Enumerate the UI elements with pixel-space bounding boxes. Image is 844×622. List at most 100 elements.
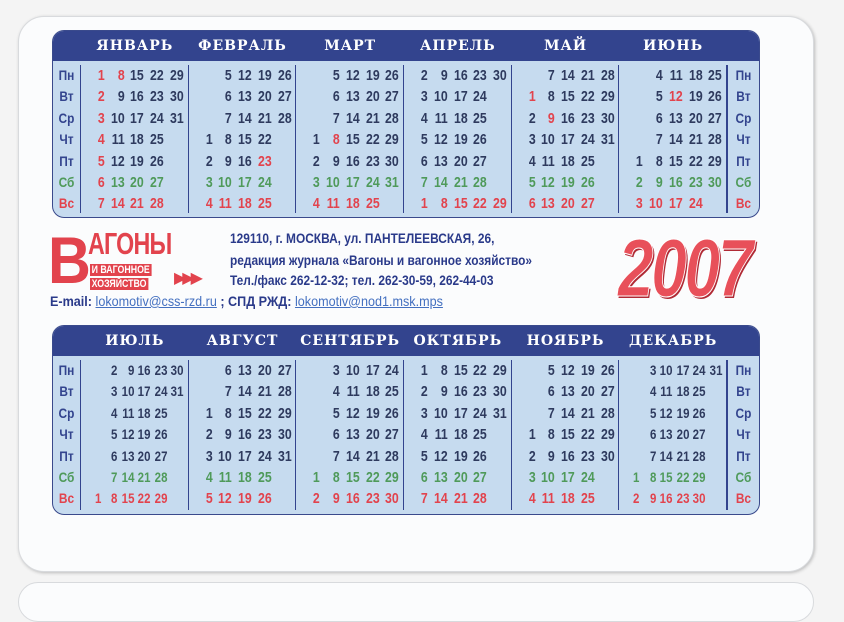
week-row: 2 9 16 23 30	[85, 360, 183, 381]
week-row: 1 8 15 22 29	[516, 86, 615, 107]
day-cell: 21	[257, 383, 272, 401]
weekday-labels: Пн Вт Ср Чт Пт Сб Вс	[727, 65, 759, 213]
day-cell: 1	[633, 468, 640, 485]
day-cell: 2	[528, 109, 536, 127]
publisher-info: В АГОНЫ И ВАГОННОЕ ХОЗЯЙСТВО ▶▶▶ 129110,…	[48, 222, 818, 322]
day-cell: 11	[346, 383, 360, 401]
day-cell	[626, 424, 639, 445]
day-cell	[383, 193, 399, 214]
day-cell: 21	[676, 447, 690, 464]
day-cell: 25	[473, 109, 487, 127]
day-cell: 1	[97, 67, 105, 84]
day-cell: 15	[561, 426, 575, 444]
day-cell: 27	[385, 88, 399, 106]
day-cell: 9	[127, 362, 135, 378]
day-cell: 4	[111, 404, 118, 421]
day-cell: 16	[561, 447, 575, 465]
month-days: 4 11 18 25 5 12 19 26 6 13 20 27 7 14 21 28 1 8 15 22 29 2 9 16…	[619, 65, 728, 213]
day-cell: 6	[528, 195, 536, 213]
weekday-label: Чт	[736, 131, 751, 148]
day-cell: 7	[649, 447, 657, 464]
week-row: 2 9 16 23 30	[300, 488, 399, 509]
day-cell: 14	[561, 404, 575, 422]
day-cell: 22	[150, 67, 164, 84]
month-name: МАЙ	[543, 38, 588, 54]
week-row: 6 13 20 27	[623, 424, 722, 445]
day-cell	[491, 86, 507, 107]
day-cell: 13	[561, 383, 575, 401]
week-row: 2 9 16 23 30	[85, 86, 184, 107]
day-cell: 20	[257, 362, 272, 379]
day-cell: 15	[660, 468, 673, 485]
day-cell: 30	[385, 152, 399, 170]
day-cell	[709, 381, 722, 402]
day-cell: 29	[600, 88, 615, 106]
week-row: 7 14 21 28	[516, 403, 615, 424]
day-cell	[170, 403, 183, 424]
day-cell	[491, 467, 507, 488]
day-cell: 12	[218, 490, 233, 508]
day-cell: 21	[130, 195, 145, 213]
day-cell: 8	[332, 468, 340, 486]
day-cell: 21	[137, 468, 151, 485]
day-cell: 14	[238, 383, 252, 401]
weekday-label: Вс	[735, 490, 752, 507]
day-cell: 26	[600, 362, 615, 379]
day-cell: 6	[111, 447, 118, 464]
day-cell: 28	[277, 109, 292, 127]
day-cell: 24	[473, 88, 487, 106]
day-cell: 17	[238, 173, 252, 191]
day-cell: 15	[453, 195, 468, 213]
week-row: 3 10 17 24 31	[300, 172, 399, 193]
day-cell	[275, 488, 291, 509]
day-cell: 16	[130, 88, 145, 106]
day-cell: 26	[580, 173, 595, 191]
day-cell: 6	[225, 88, 233, 106]
day-cell: 5	[111, 426, 118, 443]
month-header-bar: ЯНВАРЬ ФЕВРАЛЬ МАРТ АПРЕЛЬ МАЙ ИЮНЬ	[53, 31, 759, 61]
spd-link[interactable]: lokomotiv@nod1.msk.mps	[294, 293, 443, 309]
day-cell	[491, 446, 507, 467]
day-cell: 19	[453, 131, 468, 149]
day-cell: 31	[493, 404, 507, 422]
day-cell: 19	[453, 447, 468, 465]
day-cell: 11	[111, 131, 125, 149]
email-link[interactable]: lokomotiv@css-rzd.ru	[95, 293, 217, 309]
day-cell: 19	[137, 426, 151, 443]
weekday-label: Вс	[58, 195, 75, 212]
week-row: 7 14 21 28	[193, 108, 292, 129]
month-name: АПРЕЛЬ	[419, 38, 496, 54]
day-cell: 9	[117, 88, 125, 106]
day-cell	[88, 424, 101, 445]
day-cell: 2	[205, 426, 213, 444]
day-cell: 26	[385, 404, 399, 422]
month-days: 1 8 15 22 29 2 9 16 23 30 3 10 17 24 31 4 11 18 25 5 12 19 26 6…	[81, 65, 189, 213]
day-cell: 9	[225, 426, 233, 444]
weekday-label: Вт	[736, 383, 751, 400]
day-cell: 11	[326, 195, 340, 213]
day-cell: 6	[656, 109, 663, 127]
day-cell: 29	[385, 468, 399, 486]
day-cell: 25	[257, 195, 272, 213]
day-cell: 23	[580, 447, 595, 465]
day-cell: 28	[385, 447, 399, 465]
day-cell	[491, 424, 507, 445]
day-cell: 22	[688, 152, 703, 170]
day-cell	[167, 172, 183, 193]
week-row: 4 11 18 25	[408, 108, 507, 129]
day-cell: 24	[692, 362, 706, 378]
month-days: 5 12 19 26 6 13 20 27 7 14 21 28 1 8 15 22 29 2 9 16 23 30 3 10…	[296, 65, 405, 214]
day-cell: 18	[453, 109, 468, 127]
week-row: 7 14 21 28	[85, 467, 184, 488]
week-row: 6 13 20 27	[408, 467, 507, 488]
weekday-label: Сб	[58, 173, 75, 190]
day-cell	[304, 381, 320, 402]
day-cell: 10	[121, 383, 135, 400]
day-cell: 4	[528, 152, 536, 170]
day-cell: 18	[238, 468, 252, 486]
day-cell: 26	[277, 67, 292, 84]
day-cell: 2	[528, 447, 536, 465]
day-cell: 22	[365, 468, 380, 486]
day-cell	[491, 172, 507, 193]
logo-big-letter: В	[48, 223, 91, 297]
